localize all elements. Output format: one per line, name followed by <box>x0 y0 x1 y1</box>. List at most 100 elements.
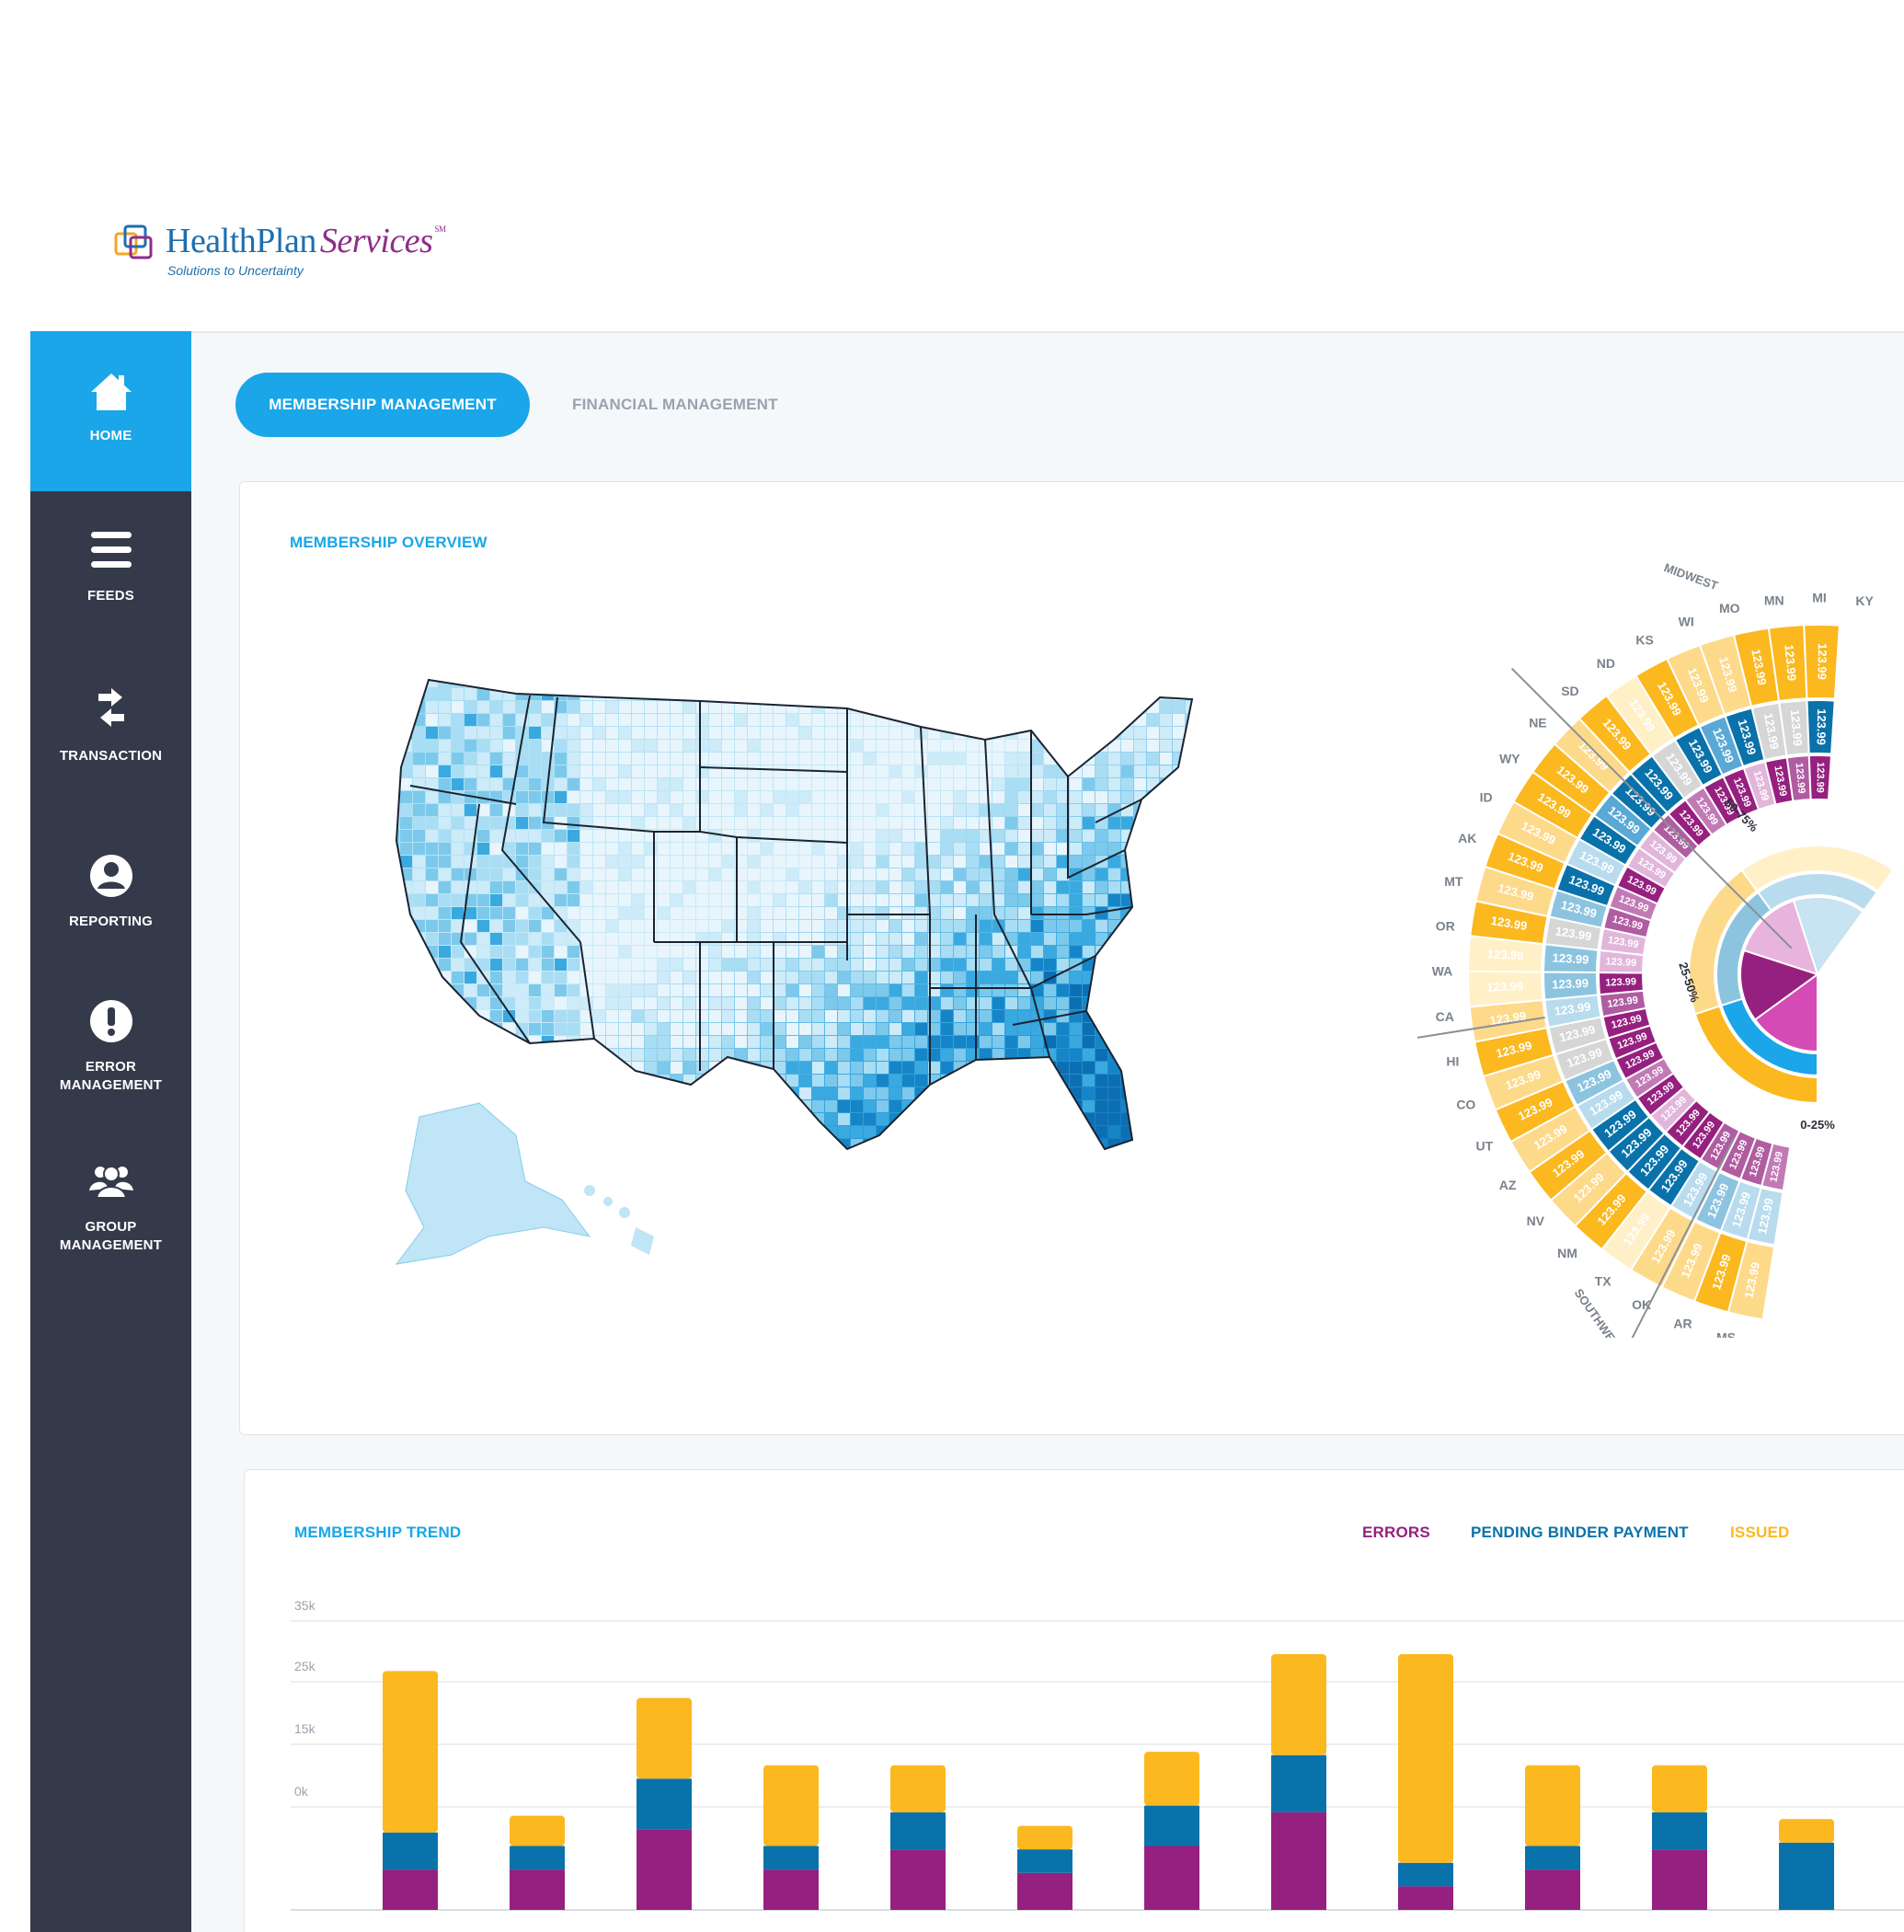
county-cell <box>645 701 657 713</box>
bar-segment-pending-binder-payment[interactable] <box>1144 1805 1199 1846</box>
county-cell <box>838 804 850 816</box>
county-cell <box>671 765 682 777</box>
sidebar-item-group-management[interactable]: GROUP MANAGEMENT <box>30 1157 191 1286</box>
bar-segment-pending-binder-payment[interactable] <box>1398 1862 1453 1887</box>
sunburst-inner-segment[interactable] <box>1792 896 1864 976</box>
sidebar-item-transaction[interactable]: TRANSACTION <box>30 686 191 797</box>
bar-segment-issued[interactable] <box>1525 1765 1580 1846</box>
bar-segment-issued[interactable] <box>1144 1752 1199 1806</box>
bar-segment-errors[interactable] <box>1525 1869 1580 1910</box>
bar-segment-pending-binder-payment[interactable] <box>637 1778 692 1830</box>
sunburst-inner-segment[interactable] <box>1740 845 1895 892</box>
county-cell <box>1134 830 1146 842</box>
bar-segment-issued[interactable] <box>890 1765 946 1812</box>
county-cell <box>606 1126 618 1138</box>
county-cell <box>593 688 605 700</box>
county-cell <box>555 714 567 726</box>
bar-segment-pending-binder-payment[interactable] <box>763 1846 819 1870</box>
county-cell <box>1031 1100 1043 1112</box>
county-cell <box>452 894 464 906</box>
bar-segment-errors[interactable] <box>510 1869 565 1910</box>
bar-segment-errors[interactable] <box>1271 1811 1326 1910</box>
county-cell <box>889 740 901 752</box>
us-choropleth-map[interactable] <box>332 638 1252 1301</box>
county-cell <box>709 753 721 765</box>
county-cell <box>1160 778 1172 790</box>
bar-segment-issued[interactable] <box>763 1765 819 1846</box>
county-cell <box>396 1087 399 1099</box>
sidebar-item-reporting[interactable]: REPORTING <box>30 852 191 962</box>
county-cell <box>426 843 438 855</box>
county-cell <box>1160 830 1172 842</box>
county-cell <box>889 791 901 803</box>
bar-segment-pending-binder-payment[interactable] <box>890 1811 946 1850</box>
bar-segment-issued[interactable] <box>1398 1654 1453 1863</box>
county-cell <box>1095 843 1107 855</box>
county-cell <box>542 856 554 868</box>
county-cell <box>683 868 695 880</box>
county-cell <box>413 997 425 1009</box>
bar-segment-issued[interactable] <box>383 1671 438 1833</box>
bar-segment-pending-binder-payment[interactable] <box>510 1846 565 1870</box>
bar-segment-pending-binder-payment[interactable] <box>1779 1842 1834 1910</box>
bar-segment-pending-binder-payment[interactable] <box>1017 1849 1072 1873</box>
county-cell <box>1057 1049 1069 1061</box>
bar-segment-pending-binder-payment[interactable] <box>1271 1754 1326 1812</box>
tab-membership-management[interactable]: MEMBERSHIP MANAGEMENT <box>235 373 530 437</box>
county-cell <box>1186 1023 1192 1035</box>
county-cell <box>735 688 747 700</box>
state-sunburst-chart[interactable]: 123.99123.99123.99123.99123.99123.99123.… <box>1417 491 1904 1338</box>
bar-segment-errors[interactable] <box>763 1869 819 1910</box>
bar-segment-issued[interactable] <box>1652 1765 1707 1812</box>
county-cell <box>1031 830 1043 842</box>
sunburst-segment[interactable] <box>1803 624 1841 700</box>
county-cell <box>477 804 489 816</box>
bar-segment-issued[interactable] <box>1271 1654 1326 1755</box>
bar-segment-errors[interactable] <box>1652 1849 1707 1910</box>
tab-financial-management[interactable]: FINANCIAL MANAGEMENT <box>572 396 778 413</box>
county-cell <box>735 1152 747 1164</box>
bar-segment-issued[interactable] <box>1779 1819 1834 1843</box>
county-cell <box>774 868 786 880</box>
county-cell <box>1173 804 1185 816</box>
bar-segment-pending-binder-payment[interactable] <box>1525 1846 1580 1870</box>
county-cell <box>1095 907 1107 919</box>
county-cell <box>439 765 451 777</box>
county-cell <box>555 817 567 829</box>
bar-segment-errors[interactable] <box>1144 1846 1199 1910</box>
county-cell <box>1095 1010 1107 1022</box>
sidebar-item-home[interactable]: HOME <box>30 331 191 491</box>
county-cell <box>619 933 631 945</box>
sunburst-segment[interactable] <box>1807 754 1833 801</box>
county-cell <box>452 856 464 868</box>
bar-segment-errors[interactable] <box>383 1869 438 1910</box>
county-cell <box>452 1036 464 1048</box>
county-cell <box>1044 791 1056 803</box>
bar-segment-errors[interactable] <box>890 1849 946 1910</box>
county-cell <box>1083 868 1095 880</box>
bar-segment-issued[interactable] <box>510 1815 565 1846</box>
bar-segment-pending-binder-payment[interactable] <box>1652 1811 1707 1850</box>
bar-segment-issued[interactable] <box>637 1697 692 1779</box>
county-cell <box>683 933 695 945</box>
bar-segment-issued[interactable] <box>1017 1825 1072 1850</box>
county-cell <box>812 959 824 971</box>
county-cell <box>748 1100 760 1112</box>
sidebar-item-feeds[interactable]: FEEDS <box>30 526 191 637</box>
sunburst-segment[interactable] <box>1806 699 1836 755</box>
sunburst-inner-segment[interactable] <box>1756 872 1879 912</box>
county-cell <box>774 1036 786 1048</box>
county-cell <box>954 1023 966 1035</box>
sidebar-item-error-management[interactable]: ERROR MANAGEMENT <box>30 997 191 1126</box>
bar-segment-errors[interactable] <box>1398 1886 1453 1910</box>
bar-segment-errors[interactable] <box>637 1829 692 1910</box>
county-cell <box>786 997 798 1009</box>
county-cell <box>992 1113 1004 1125</box>
county-cell <box>992 714 1004 726</box>
county-cell <box>645 1126 657 1138</box>
bar-segment-pending-binder-payment[interactable] <box>383 1832 438 1870</box>
logo-squares-icon <box>114 224 153 259</box>
bar-segment-errors[interactable] <box>1017 1872 1072 1910</box>
county-cell <box>580 1023 592 1035</box>
